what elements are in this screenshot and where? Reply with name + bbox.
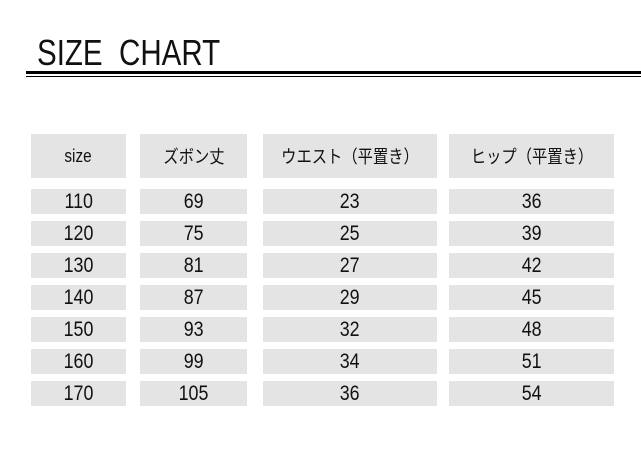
table-cell: 170 <box>31 381 126 406</box>
table-cell: 160 <box>31 349 126 374</box>
table-cell: 69 <box>140 189 247 214</box>
cell-text: 34 <box>340 349 360 373</box>
table-cell: 36 <box>449 189 614 214</box>
cell-text: 120 <box>63 221 94 245</box>
table-cell: 45 <box>449 285 614 310</box>
table-cell: 120 <box>31 221 126 246</box>
table-cell: 93 <box>140 317 247 342</box>
table-cell: 51 <box>449 349 614 374</box>
table-cell: 130 <box>31 253 126 278</box>
table-cell: 39 <box>449 221 614 246</box>
cell-text: 48 <box>521 317 542 341</box>
page-title: SIZE CHART <box>37 32 221 73</box>
table-cell: 32 <box>263 317 437 342</box>
title-underline-thin <box>26 76 641 77</box>
table-cell: 150 <box>31 317 126 342</box>
table-header-cell: ウエスト（平置き） <box>263 134 437 178</box>
cell-text: 93 <box>183 317 204 341</box>
table-cell: 81 <box>140 253 247 278</box>
cell-text: 99 <box>183 349 204 373</box>
table-cell: 48 <box>449 317 614 342</box>
cell-text: 75 <box>183 221 204 245</box>
cell-text: ウエスト（平置き） <box>281 147 419 167</box>
cell-text: 36 <box>340 381 360 405</box>
cell-text: 32 <box>340 317 360 341</box>
table-cell: 105 <box>140 381 247 406</box>
cell-text: 39 <box>521 221 542 245</box>
cell-text: 69 <box>183 189 204 213</box>
table-cell: 110 <box>31 189 126 214</box>
table-header-cell: size <box>31 134 126 178</box>
cell-text: 51 <box>521 349 542 373</box>
cell-text: ヒップ（平置き） <box>470 147 593 167</box>
table-cell: 42 <box>449 253 614 278</box>
table-cell: 23 <box>263 189 437 214</box>
table-header-cell: ヒップ（平置き） <box>449 134 614 178</box>
cell-text: size <box>64 145 93 166</box>
cell-text: 140 <box>63 285 94 309</box>
cell-text: 110 <box>64 189 93 213</box>
table-cell: 36 <box>263 381 437 406</box>
cell-text: 160 <box>63 349 94 373</box>
cell-text: 54 <box>521 381 542 405</box>
table-cell: 99 <box>140 349 247 374</box>
table-cell: 87 <box>140 285 247 310</box>
table-cell: 25 <box>263 221 437 246</box>
cell-text: 81 <box>183 253 204 277</box>
table-cell: 54 <box>449 381 614 406</box>
cell-text: 170 <box>63 381 94 405</box>
table-cell: 75 <box>140 221 247 246</box>
table-cell: 27 <box>263 253 437 278</box>
cell-text: 150 <box>63 317 94 341</box>
table-cell: 29 <box>263 285 437 310</box>
cell-text: 45 <box>521 285 542 309</box>
cell-text: 27 <box>340 253 360 277</box>
table-cell: 140 <box>31 285 126 310</box>
cell-text: 130 <box>63 253 94 277</box>
table-header-cell: ズボン丈 <box>140 134 247 178</box>
cell-text: 25 <box>340 221 360 245</box>
cell-text: 87 <box>183 285 204 309</box>
cell-text: 36 <box>521 189 542 213</box>
cell-text: 105 <box>178 381 209 405</box>
cell-text: 29 <box>340 285 360 309</box>
title-underline-thick <box>26 71 641 74</box>
cell-text: 23 <box>340 189 360 213</box>
cell-text: ズボン丈 <box>162 147 225 167</box>
table-cell: 34 <box>263 349 437 374</box>
cell-text: 42 <box>521 253 542 277</box>
